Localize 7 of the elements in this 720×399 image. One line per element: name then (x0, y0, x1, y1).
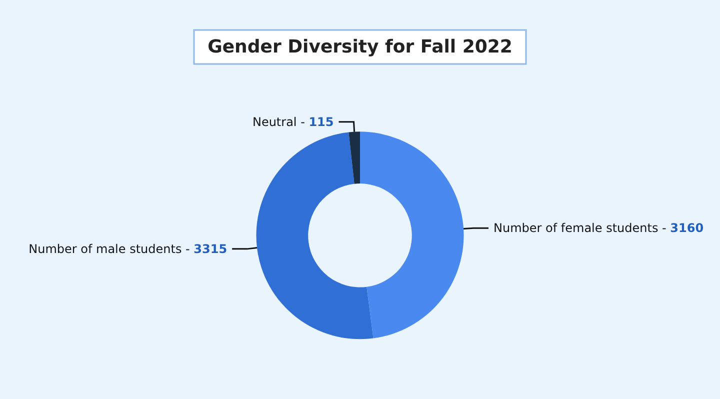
chart-title: Gender Diversity for Fall 2022 (208, 36, 512, 58)
data-label: 3315 (194, 242, 228, 256)
data-label: 3160 (670, 221, 704, 236)
slice-label: Number of male students - (28, 242, 194, 256)
slice-label: Neutral - (252, 114, 309, 129)
data-label: 115 (308, 114, 334, 129)
slice-label: Number of female students - (494, 221, 670, 236)
